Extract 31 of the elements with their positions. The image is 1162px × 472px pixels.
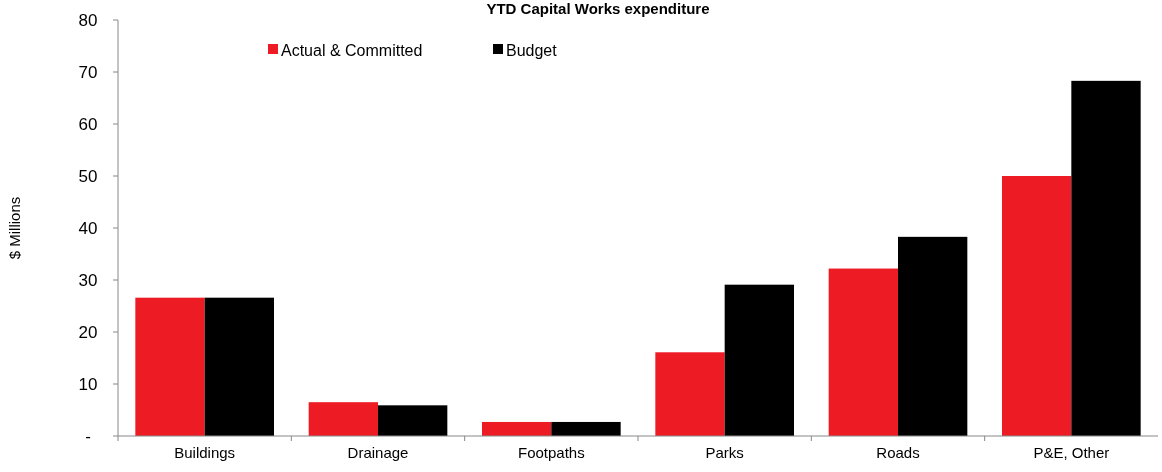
bar (1002, 176, 1072, 436)
bar (724, 284, 794, 436)
legend-label: Budget (506, 41, 558, 59)
y-tick-label: - (85, 426, 91, 446)
bar (898, 236, 968, 436)
y-tick-label: 50 (78, 166, 98, 186)
legend-label: Actual & Committed (281, 41, 423, 59)
bar (655, 352, 725, 436)
x-tick-label: Roads (876, 444, 920, 461)
bar (135, 297, 205, 436)
y-tick-label: 10 (78, 374, 98, 394)
bar (1071, 80, 1141, 436)
bar (204, 297, 274, 436)
x-tick-label: Footpaths (517, 444, 585, 461)
y-axis-title: $ Millions (6, 196, 23, 260)
bar (482, 421, 552, 436)
y-tick-label: 40 (78, 218, 98, 238)
x-tick-label: Buildings (174, 444, 236, 461)
x-tick-label: P&E, Other (1033, 444, 1110, 461)
x-tick-label: Drainage (347, 444, 409, 461)
bar (378, 405, 448, 436)
y-tick-label: 70 (78, 62, 98, 82)
bar (551, 421, 621, 436)
bar (308, 402, 378, 436)
y-tick-label: 80 (78, 10, 98, 30)
y-tick-label: 20 (78, 322, 98, 342)
y-tick-label: 30 (78, 270, 98, 290)
x-tick-label: Parks (705, 444, 744, 461)
bar (828, 268, 898, 436)
chart-title: YTD Capital Works expenditure (486, 0, 710, 17)
y-tick-label: 60 (78, 114, 98, 134)
